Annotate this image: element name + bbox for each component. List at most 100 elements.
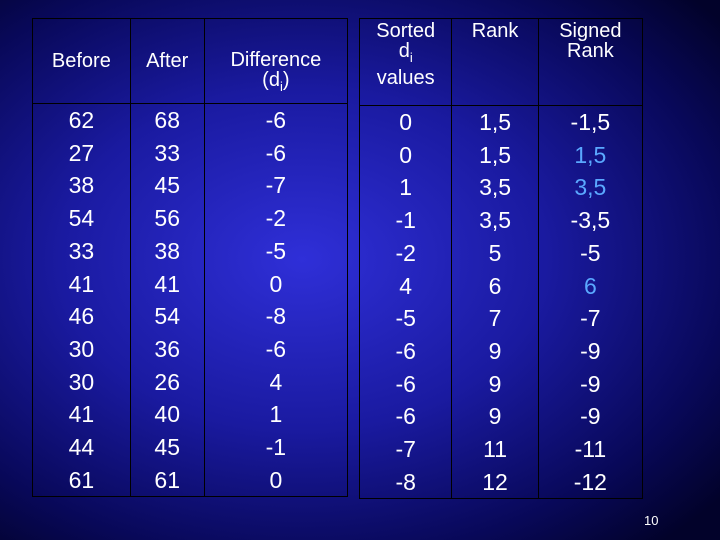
difference-value: -6	[265, 139, 287, 166]
sorted-value: -2	[395, 239, 416, 266]
before-after-table: Before After Difference (di) 62 27 38 54 33 4…	[32, 18, 349, 498]
difference-value: -6	[265, 107, 287, 133]
signed-rank-value: -9	[580, 370, 601, 397]
difference-value: -7	[265, 172, 287, 199]
after-value: 26	[154, 368, 181, 395]
signed-rank-value: 3,5	[574, 174, 607, 201]
signed-rank-header: Signed Rank	[537, 18, 644, 106]
signed-rank-column: -1,5 1,5 3,5 -3,5 -5 6 -7 -9 -9 -9 -11 -12	[537, 104, 644, 500]
sorted-value: 1	[399, 174, 413, 201]
after-value: 36	[154, 335, 181, 362]
signed-rank-header-line1: Signed	[559, 20, 622, 42]
sorted-value: -6	[395, 403, 416, 430]
rank-value: 1,5	[479, 109, 512, 135]
before-value: 54	[68, 205, 95, 232]
after-value: 45	[154, 172, 181, 199]
before-value: 30	[68, 335, 95, 362]
after-value: 33	[154, 139, 181, 166]
signed-rank-value: -7	[580, 305, 601, 332]
sorted-value: 0	[399, 141, 413, 168]
rank-value: 7	[488, 305, 502, 332]
sorted-value: -6	[395, 370, 416, 397]
after-column: 68 33 45 56 38 41 54 36 26 40 45 61	[129, 102, 205, 498]
ranking-table: Sorted di values Rank Signed Rank 0 0 1 -1 -…	[358, 18, 644, 500]
sorted-value: -6	[395, 337, 416, 364]
left-data-row: 62 27 38 54 33 41 46 30 30 41 44 61 68 33 45 56 38 41 54 3…	[32, 102, 349, 498]
rank-value: 6	[488, 272, 502, 299]
after-value: 61	[154, 466, 181, 493]
right-data-row: 0 0 1 -1 -2 4 -5 -6 -6 -6 -7 -8 1,5 1,5 3,5 3,5 5 6 7 9 9 9 1…	[358, 104, 644, 500]
difference-header-close: )	[282, 68, 290, 91]
after-value: 41	[154, 270, 181, 297]
after-value: 40	[154, 401, 181, 428]
before-value: 27	[68, 139, 95, 166]
sorted-value: 4	[399, 272, 413, 299]
difference-value: -6	[265, 335, 287, 362]
rank-value: 3,5	[479, 174, 512, 201]
difference-column: -6 -6 -7 -2 -5 0 -8 -6 4 1 -1 0	[203, 102, 349, 498]
before-value: 44	[68, 434, 95, 461]
signed-rank-value: -11	[574, 436, 607, 463]
rank-header: Rank	[451, 18, 539, 106]
sorted-header-line2: d	[398, 40, 410, 62]
difference-value: 4	[269, 368, 283, 395]
rank-column: 1,5 1,5 3,5 3,5 5 6 7 9 9 9 11 12	[451, 104, 539, 500]
rank-value: 5	[488, 239, 502, 266]
rank-value: 12	[482, 468, 508, 495]
before-value: 30	[68, 368, 95, 395]
difference-value: 0	[269, 466, 283, 493]
after-header: After	[129, 18, 205, 104]
rank-header-label: Rank	[471, 20, 519, 42]
signed-rank-value: -12	[573, 468, 607, 495]
before-value: 38	[68, 172, 95, 199]
rank-value: 11	[483, 436, 507, 463]
signed-rank-value: 6	[583, 272, 597, 299]
before-value: 46	[68, 303, 95, 330]
difference-header-label: Difference	[230, 48, 322, 71]
signed-rank-value: -3,5	[570, 207, 611, 234]
sorted-header-sub: i	[409, 50, 413, 65]
sorted-value: -8	[395, 468, 416, 495]
difference-value: -2	[265, 205, 287, 232]
before-header: Before	[32, 18, 131, 104]
before-value: 61	[68, 466, 95, 493]
after-value: 38	[154, 237, 181, 264]
difference-value: 1	[269, 401, 283, 428]
sorted-value: -1	[395, 207, 416, 234]
after-header-label: After	[146, 50, 189, 72]
sorted-value: -5	[395, 305, 416, 332]
slide-number: 10	[644, 513, 659, 528]
rank-value: 9	[488, 337, 502, 364]
rank-value: 9	[488, 403, 502, 430]
rank-value: 9	[488, 370, 502, 397]
header-row: Before After Difference (di)	[32, 18, 349, 104]
rank-value: 1,5	[479, 141, 512, 168]
signed-rank-value: -9	[580, 337, 601, 364]
signed-rank-header-line2: Rank	[567, 40, 614, 62]
after-value: 68	[154, 107, 181, 133]
signed-rank-value: 1,5	[574, 141, 607, 168]
signed-rank-value: -9	[580, 403, 601, 430]
difference-value: -1	[265, 434, 287, 461]
rank-value: 3,5	[479, 207, 512, 234]
sorted-header-line3: values	[376, 67, 435, 89]
before-value: 41	[68, 401, 95, 428]
difference-header-sub: i	[279, 78, 283, 94]
difference-header: Difference (di)	[203, 18, 349, 104]
before-column: 62 27 38 54 33 41 46 30 30 41 44 61	[32, 102, 131, 498]
after-value: 45	[154, 434, 181, 461]
sorted-header-line1: Sorted	[376, 20, 436, 42]
after-value: 56	[154, 205, 181, 232]
signed-rank-value: -1,5	[570, 109, 611, 135]
signed-rank-value: -5	[580, 239, 601, 266]
difference-header-open: (d	[262, 68, 280, 91]
sorted-value: -7	[395, 436, 416, 463]
difference-value: -5	[265, 237, 287, 264]
before-value: 33	[68, 237, 95, 264]
difference-value: -8	[265, 303, 287, 330]
before-header-label: Before	[51, 50, 111, 72]
after-value: 54	[154, 303, 181, 330]
before-value: 41	[68, 270, 95, 297]
sorted-column: 0 0 1 -1 -2 4 -5 -6 -6 -6 -7 -8	[358, 104, 453, 500]
